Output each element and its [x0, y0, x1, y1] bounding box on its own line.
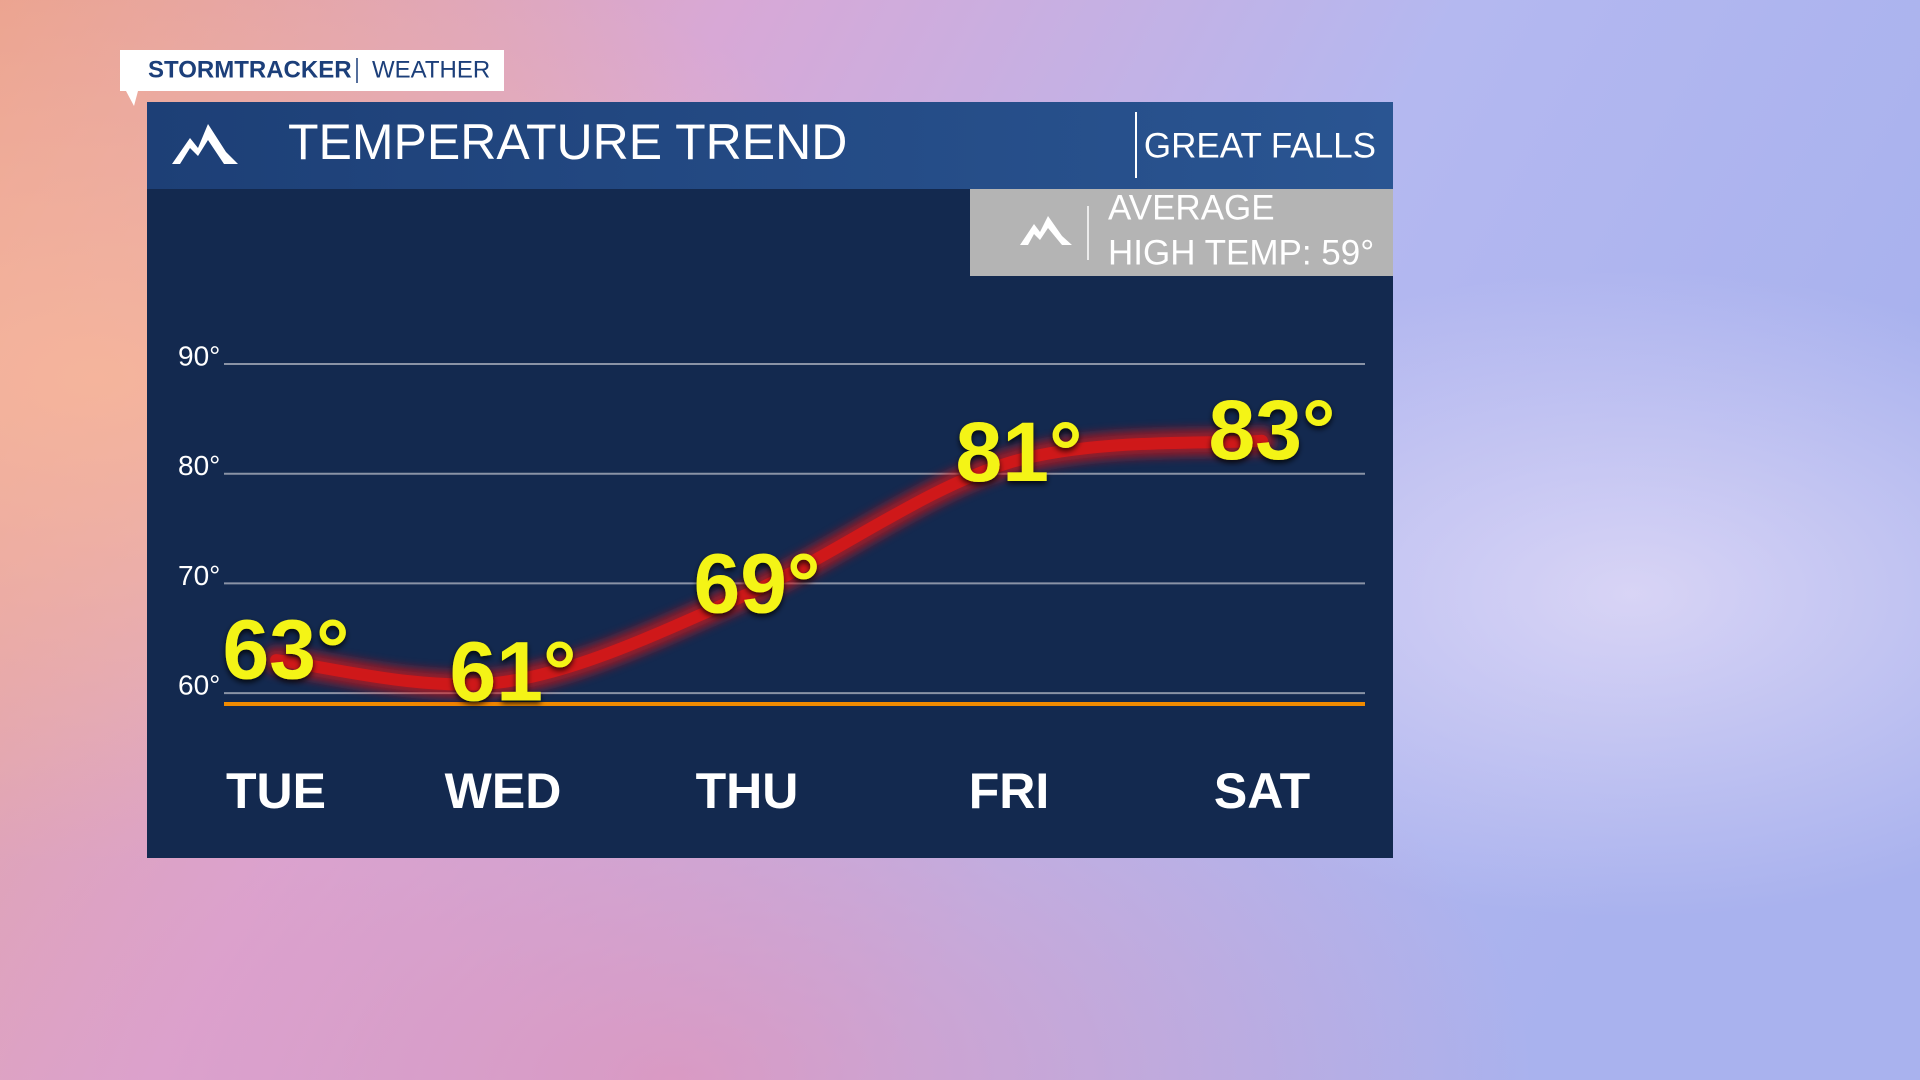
x-tick-label: THU: [696, 763, 799, 819]
average-label: AVERAGE: [1108, 188, 1275, 227]
value-label: 81°: [955, 405, 1082, 499]
brand-section: WEATHER: [372, 56, 490, 83]
average-label: HIGH TEMP: 59°: [1108, 233, 1374, 272]
y-tick-label: 80°: [178, 450, 220, 481]
plot: 60° 70° 80° 90° 63° 61° 69° 81° 83° TUE WED THU FRI S…: [178, 340, 1365, 819]
x-tick-label: FRI: [969, 763, 1050, 819]
x-tick-label: TUE: [226, 763, 326, 819]
y-tick-label: 70°: [178, 560, 220, 591]
brand-name: STORMTRACKER: [148, 56, 352, 83]
brand-tag: [120, 50, 504, 106]
x-tick-label: SAT: [1214, 763, 1310, 819]
x-tick-label: WED: [445, 763, 562, 819]
mountain-icon: [172, 124, 238, 164]
y-tick-label: 90°: [178, 340, 220, 371]
location: GREAT FALLS: [1144, 126, 1376, 165]
value-label: 63°: [222, 602, 349, 696]
header-bar: [147, 102, 1393, 189]
value-label: 69°: [693, 537, 820, 631]
y-tick-label: 60°: [178, 669, 220, 700]
value-label: 83°: [1208, 383, 1335, 477]
trend-line: [270, 434, 1268, 691]
chart-panel: [147, 189, 1393, 858]
value-label: 61°: [449, 624, 576, 718]
chart-title: TEMPERATURE TREND: [288, 114, 847, 170]
average-icon: [1020, 216, 1072, 245]
